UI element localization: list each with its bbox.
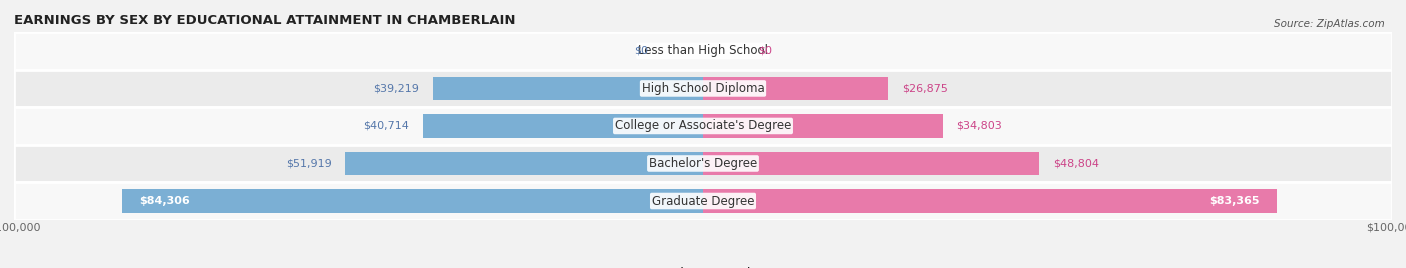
Bar: [14, 145, 1392, 182]
Bar: [346, 152, 703, 175]
Text: Source: ZipAtlas.com: Source: ZipAtlas.com: [1274, 19, 1385, 29]
Text: EARNINGS BY SEX BY EDUCATIONAL ATTAINMENT IN CHAMBERLAIN: EARNINGS BY SEX BY EDUCATIONAL ATTAINMEN…: [14, 14, 516, 27]
Text: $83,365: $83,365: [1209, 196, 1260, 206]
Bar: [703, 77, 889, 100]
Text: Less than High School: Less than High School: [638, 44, 768, 57]
Text: $40,714: $40,714: [363, 121, 409, 131]
Text: High School Diploma: High School Diploma: [641, 82, 765, 95]
Text: $39,219: $39,219: [373, 83, 419, 94]
Bar: [423, 114, 703, 137]
Bar: [703, 114, 943, 137]
Text: Bachelor's Degree: Bachelor's Degree: [650, 157, 756, 170]
Text: Graduate Degree: Graduate Degree: [652, 195, 754, 207]
Text: $51,919: $51,919: [285, 158, 332, 169]
Text: $84,306: $84,306: [139, 196, 190, 206]
Bar: [14, 107, 1392, 145]
Bar: [703, 152, 1039, 175]
Legend: Male, Female: Male, Female: [643, 263, 763, 268]
Bar: [433, 77, 703, 100]
Bar: [14, 182, 1392, 220]
Text: $48,804: $48,804: [1053, 158, 1099, 169]
Bar: [703, 189, 1277, 213]
Text: $34,803: $34,803: [956, 121, 1002, 131]
Text: $0: $0: [758, 46, 772, 56]
Bar: [14, 32, 1392, 70]
Text: $26,875: $26,875: [901, 83, 948, 94]
Bar: [14, 70, 1392, 107]
Bar: [122, 189, 703, 213]
Text: $0: $0: [634, 46, 648, 56]
Text: College or Associate's Degree: College or Associate's Degree: [614, 120, 792, 132]
